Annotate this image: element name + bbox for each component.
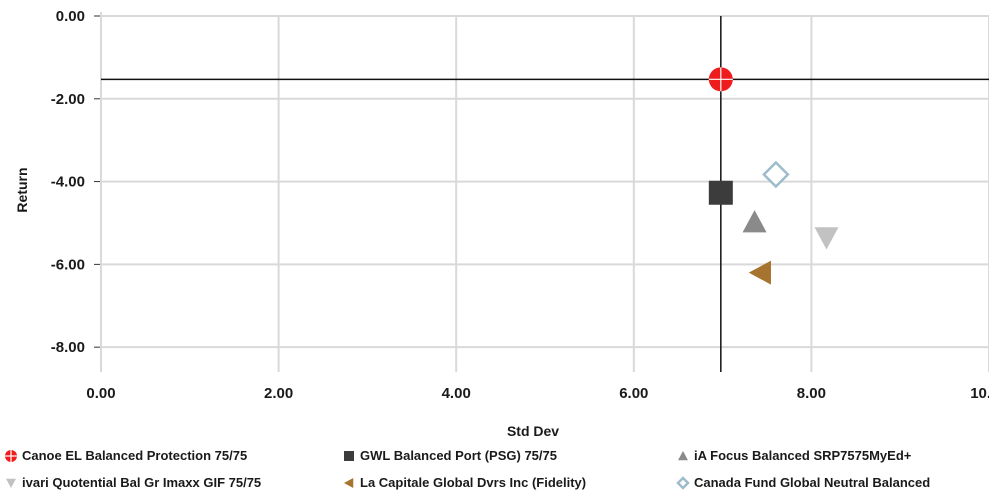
crosshair	[101, 16, 989, 372]
x-tick-label: 8.00	[797, 385, 826, 402]
grid-lines	[101, 15, 989, 372]
y-tick-label: -6.00	[51, 256, 85, 273]
tick-labels: 0.00 2.00 4.00 6.00 8.00 10.00 0.00 -2.00 -4.00 -…	[51, 8, 989, 402]
marker-diamond	[762, 160, 790, 189]
marker-triangle-left	[748, 260, 771, 285]
legend: Canoe EL Balanced Protection 75/75 GWL Ba…	[5, 448, 930, 490]
legend-marker	[344, 451, 354, 461]
legend-label: Canada Fund Global Neutral Balanced	[694, 475, 930, 490]
y-tick-label: 0.00	[56, 8, 85, 25]
marker-triangle-left	[344, 478, 354, 488]
data-point	[762, 160, 790, 189]
legend-marker	[678, 451, 688, 461]
x-tick-label: 0.00	[86, 385, 115, 402]
marker-triangle-up	[742, 210, 767, 233]
y-tick-label: -4.00	[51, 174, 85, 191]
data-point	[748, 260, 771, 285]
legend-label: iA Focus Balanced SRP7575MyEd+	[694, 448, 912, 463]
marker-square	[344, 451, 354, 461]
legend-label: La Capitale Global Dvrs Inc (Fidelity)	[360, 475, 586, 490]
legend-marker	[6, 478, 16, 488]
legend-item: Canada Fund Global Neutral Balanced	[676, 475, 930, 490]
y-tick-label: -8.00	[51, 339, 85, 356]
legend-item: iA Focus Balanced SRP7575MyEd+	[678, 448, 912, 463]
data-point	[742, 210, 767, 233]
legend-item: ivari Quotential Bal Gr Imaxx GIF 75/75	[6, 475, 261, 490]
axes	[94, 12, 102, 372]
x-tick-label: 4.00	[442, 385, 471, 402]
y-tick-label: -2.00	[51, 91, 85, 108]
y-axis-title: Return	[14, 167, 30, 212]
legend-marker	[676, 476, 690, 490]
legend-marker	[344, 478, 354, 488]
x-tick-label: 6.00	[619, 385, 648, 402]
data-point	[708, 67, 733, 92]
x-tick-label: 2.00	[264, 385, 293, 402]
x-axis-title: Std Dev	[507, 423, 559, 439]
x-tick-label: 10.00	[970, 385, 989, 402]
legend-item: La Capitale Global Dvrs Inc (Fidelity)	[344, 475, 586, 490]
legend-marker	[5, 450, 17, 462]
marker-triangle-down	[6, 478, 16, 488]
data-point	[814, 227, 839, 250]
data-points	[708, 67, 839, 285]
marker-diamond	[676, 476, 690, 490]
marker-triangle-down	[814, 227, 839, 250]
legend-label: Canoe EL Balanced Protection 75/75	[22, 448, 247, 463]
marker-triangle-up	[678, 451, 688, 461]
marker-square	[708, 180, 733, 205]
data-point	[708, 180, 733, 205]
legend-label: ivari Quotential Bal Gr Imaxx GIF 75/75	[22, 475, 261, 490]
legend-label: GWL Balanced Port (PSG) 75/75	[360, 448, 557, 463]
legend-item: Canoe EL Balanced Protection 75/75	[5, 448, 247, 463]
legend-item: GWL Balanced Port (PSG) 75/75	[344, 448, 557, 463]
